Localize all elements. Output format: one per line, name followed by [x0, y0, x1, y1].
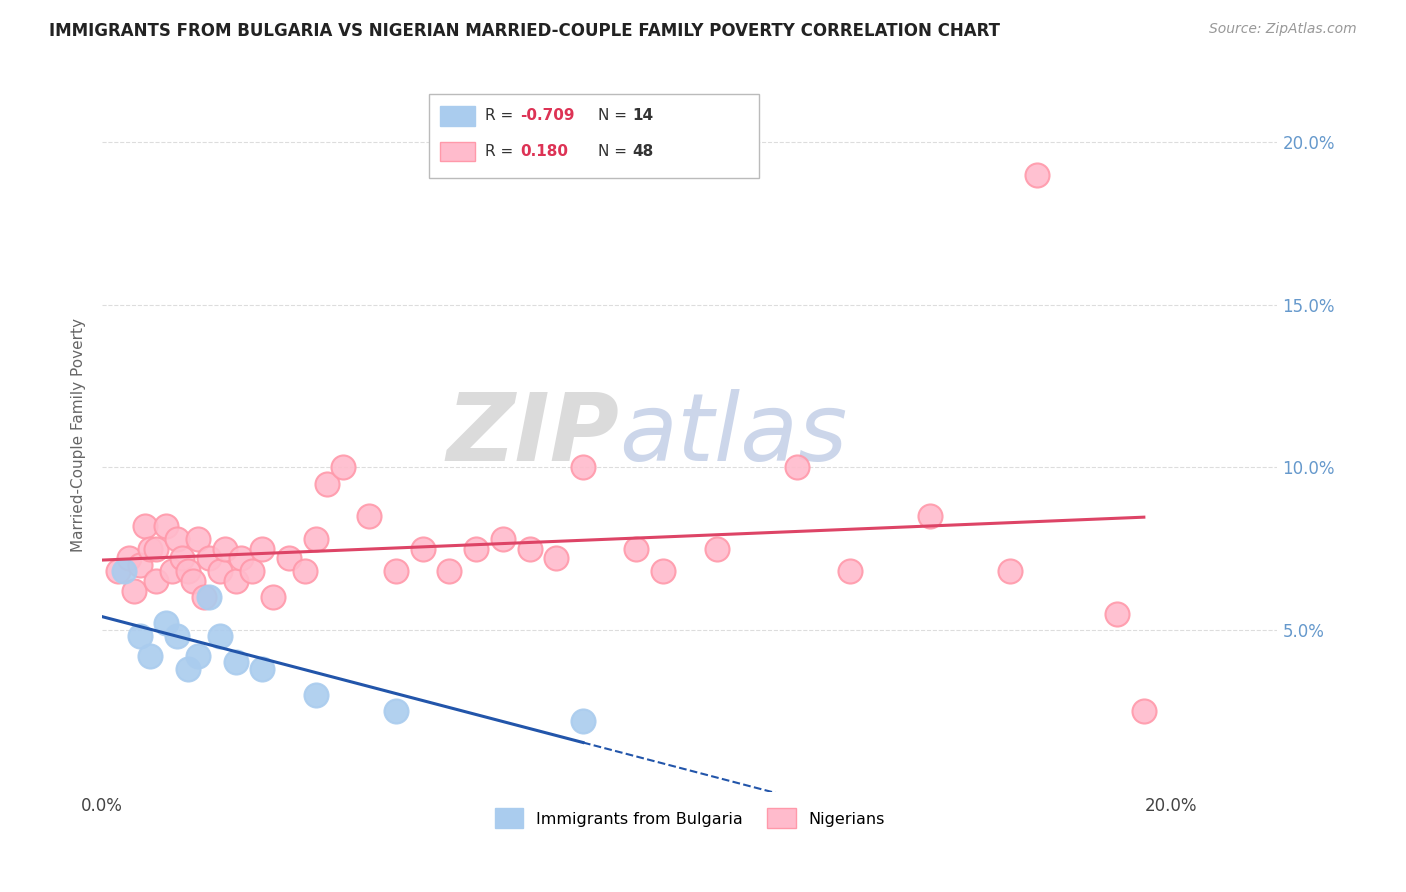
- Point: [786, 460, 808, 475]
- Point: [492, 532, 515, 546]
- Point: [128, 558, 150, 572]
- Text: N =: N =: [598, 145, 631, 159]
- Point: [118, 551, 141, 566]
- Point: [208, 565, 231, 579]
- Point: [546, 551, 568, 566]
- Point: [294, 565, 316, 579]
- Point: [166, 532, 188, 546]
- Point: [359, 509, 381, 524]
- Text: -0.709: -0.709: [520, 109, 575, 123]
- Point: [332, 460, 354, 475]
- Point: [278, 551, 301, 566]
- Point: [920, 509, 942, 524]
- Point: [465, 541, 488, 556]
- Point: [225, 574, 247, 588]
- Point: [172, 551, 194, 566]
- Point: [706, 541, 728, 556]
- Text: N =: N =: [598, 109, 631, 123]
- Point: [839, 565, 862, 579]
- Point: [208, 629, 231, 643]
- Point: [305, 688, 328, 702]
- Point: [155, 519, 177, 533]
- Point: [122, 583, 145, 598]
- Text: R =: R =: [485, 109, 519, 123]
- Point: [225, 656, 247, 670]
- Point: [139, 648, 162, 663]
- Text: 48: 48: [633, 145, 654, 159]
- Point: [134, 519, 156, 533]
- Point: [385, 565, 408, 579]
- Point: [193, 591, 215, 605]
- Point: [187, 648, 209, 663]
- Point: [198, 591, 221, 605]
- Point: [262, 591, 284, 605]
- Point: [572, 714, 595, 728]
- Text: 0.180: 0.180: [520, 145, 568, 159]
- Point: [385, 704, 408, 718]
- Point: [112, 565, 135, 579]
- Point: [652, 565, 675, 579]
- Point: [252, 541, 274, 556]
- Point: [160, 565, 183, 579]
- Point: [176, 565, 198, 579]
- Point: [315, 476, 337, 491]
- Point: [155, 616, 177, 631]
- Point: [412, 541, 434, 556]
- Point: [166, 629, 188, 643]
- Point: [128, 629, 150, 643]
- Point: [107, 565, 129, 579]
- Point: [145, 574, 167, 588]
- Y-axis label: Married-Couple Family Poverty: Married-Couple Family Poverty: [72, 318, 86, 552]
- Point: [145, 541, 167, 556]
- Point: [198, 551, 221, 566]
- Text: ZIP: ZIP: [447, 389, 619, 481]
- Point: [139, 541, 162, 556]
- Point: [519, 541, 541, 556]
- Point: [626, 541, 648, 556]
- Point: [187, 532, 209, 546]
- Point: [305, 532, 328, 546]
- Point: [1107, 607, 1129, 621]
- Text: atlas: atlas: [619, 390, 848, 481]
- Point: [439, 565, 461, 579]
- Text: Source: ZipAtlas.com: Source: ZipAtlas.com: [1209, 22, 1357, 37]
- Point: [572, 460, 595, 475]
- Point: [1026, 168, 1049, 182]
- Point: [240, 565, 263, 579]
- Text: R =: R =: [485, 145, 523, 159]
- Text: 14: 14: [633, 109, 654, 123]
- Point: [229, 551, 252, 566]
- Point: [214, 541, 236, 556]
- Text: IMMIGRANTS FROM BULGARIA VS NIGERIAN MARRIED-COUPLE FAMILY POVERTY CORRELATION C: IMMIGRANTS FROM BULGARIA VS NIGERIAN MAR…: [49, 22, 1000, 40]
- Point: [1133, 704, 1156, 718]
- Point: [1000, 565, 1022, 579]
- Point: [252, 662, 274, 676]
- Legend: Immigrants from Bulgaria, Nigerians: Immigrants from Bulgaria, Nigerians: [488, 802, 891, 834]
- Point: [176, 662, 198, 676]
- Point: [181, 574, 204, 588]
